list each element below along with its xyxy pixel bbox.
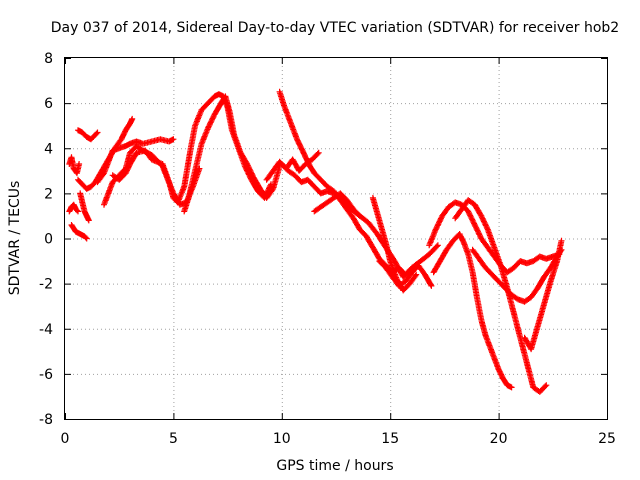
series-markers (181, 93, 283, 215)
series-markers (68, 222, 90, 242)
series-track-c (68, 222, 90, 242)
plot-frame (64, 57, 608, 420)
y-tick-label: 8 (44, 51, 53, 67)
series-markers (77, 190, 92, 224)
series-track-a (66, 201, 81, 215)
series-markers (66, 201, 81, 215)
series-track-p (376, 258, 435, 289)
series-track-u (521, 237, 565, 353)
y-tick-label: -8 (39, 412, 53, 428)
x-tick-label: 20 (490, 431, 508, 447)
series-track-j (181, 93, 283, 215)
series-markers (452, 197, 550, 395)
series-markers (521, 237, 565, 353)
series-markers (278, 161, 441, 280)
x-axis-label: GPS time / hours (276, 458, 393, 474)
x-tick-label: 0 (61, 431, 70, 447)
series-track-q (426, 199, 563, 276)
series-track-e (75, 115, 136, 192)
series-markers (75, 127, 101, 143)
chart-title: Day 037 of 2014, Sidereal Day-to-day VTE… (51, 20, 619, 36)
series-track-d (75, 127, 101, 143)
series-markers (430, 231, 515, 391)
y-tick-label: 6 (44, 96, 53, 112)
ticks: 0 5 10 15 20 25 -8 -6 -4 -2 0 2 4 6 8 (39, 51, 616, 447)
y-tick-label: 2 (44, 186, 53, 202)
series-track-n (311, 190, 363, 219)
y-tick-label: 0 (44, 232, 53, 248)
series-layer (66, 88, 565, 395)
y-tick-label: -2 (39, 277, 53, 293)
x-tick-label: 15 (381, 431, 399, 447)
series-markers (276, 88, 415, 278)
x-tick-label: 5 (169, 431, 178, 447)
y-tick-label: -4 (39, 322, 53, 338)
series-markers (376, 258, 435, 289)
series-track-m (278, 161, 441, 280)
series-track-b (66, 154, 83, 177)
series-markers (75, 115, 136, 192)
series-track-g (94, 136, 177, 186)
y-tick-label: -6 (39, 367, 53, 383)
series-track-l (276, 88, 415, 278)
y-tick-label: 4 (44, 141, 53, 157)
y-axis-label: SDTVAR / TECUs (7, 181, 23, 296)
series-track-f (77, 190, 92, 224)
series-track-s (452, 197, 550, 395)
series-markers (94, 136, 177, 186)
grid (65, 58, 607, 419)
series-markers (426, 199, 563, 276)
x-tick-label: 10 (273, 431, 291, 447)
x-tick-label: 25 (598, 431, 616, 447)
series-track-r (430, 231, 515, 391)
series-markers (66, 154, 83, 177)
series-markers (311, 190, 363, 219)
